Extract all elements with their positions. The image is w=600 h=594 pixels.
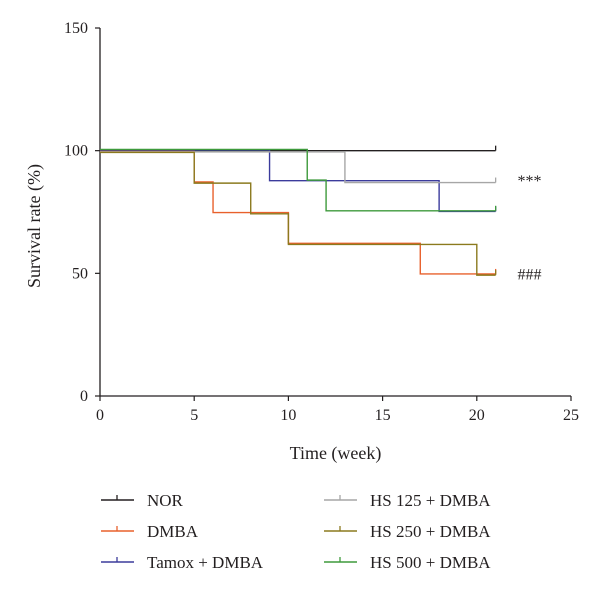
y-tick-label: 150: [64, 20, 88, 37]
legend-label: HS 125 + DMBA: [370, 491, 491, 510]
series-line-hs-125-dmba: [100, 151, 496, 184]
y-tick-label: 0: [80, 388, 88, 405]
series-line-tamox-dmba: [100, 149, 496, 213]
significance-annotation: ***: [517, 173, 541, 190]
annotations: *** ###: [517, 173, 541, 283]
legend-label: NOR: [147, 491, 184, 510]
series-line-hs-250-dmba: [100, 151, 496, 276]
series-layer: [100, 145, 497, 276]
x-axis-title: Time (week): [290, 443, 382, 464]
legend: NOR DMBA Tamox + DMBA HS 125 + DMBA HS 250 +…: [101, 491, 491, 572]
x-tick-label: 0: [96, 407, 104, 424]
legend-label: DMBA: [147, 522, 199, 541]
x-tick-label: 5: [190, 407, 198, 424]
legend-label: HS 500 + DMBA: [370, 553, 491, 572]
axes: 0 5 10 15 20 25 0 50 100 150 Time (week) Survival r…: [24, 20, 579, 464]
legend-label: Tamox + DMBA: [147, 553, 264, 572]
x-tick-label: 25: [563, 407, 579, 424]
y-tick-label: 100: [64, 143, 88, 160]
series-line-dmba: [100, 150, 496, 275]
significance-annotation: ###: [517, 266, 541, 283]
y-tick-label: 50: [72, 265, 88, 282]
x-tick-label: 15: [375, 407, 391, 424]
x-tick-label: 10: [280, 407, 296, 424]
series-line-hs-500-dmba: [100, 148, 496, 212]
legend-label: HS 250 + DMBA: [370, 522, 491, 541]
x-tick-label: 20: [469, 407, 485, 424]
y-axis-title: Survival rate (%): [24, 164, 45, 288]
